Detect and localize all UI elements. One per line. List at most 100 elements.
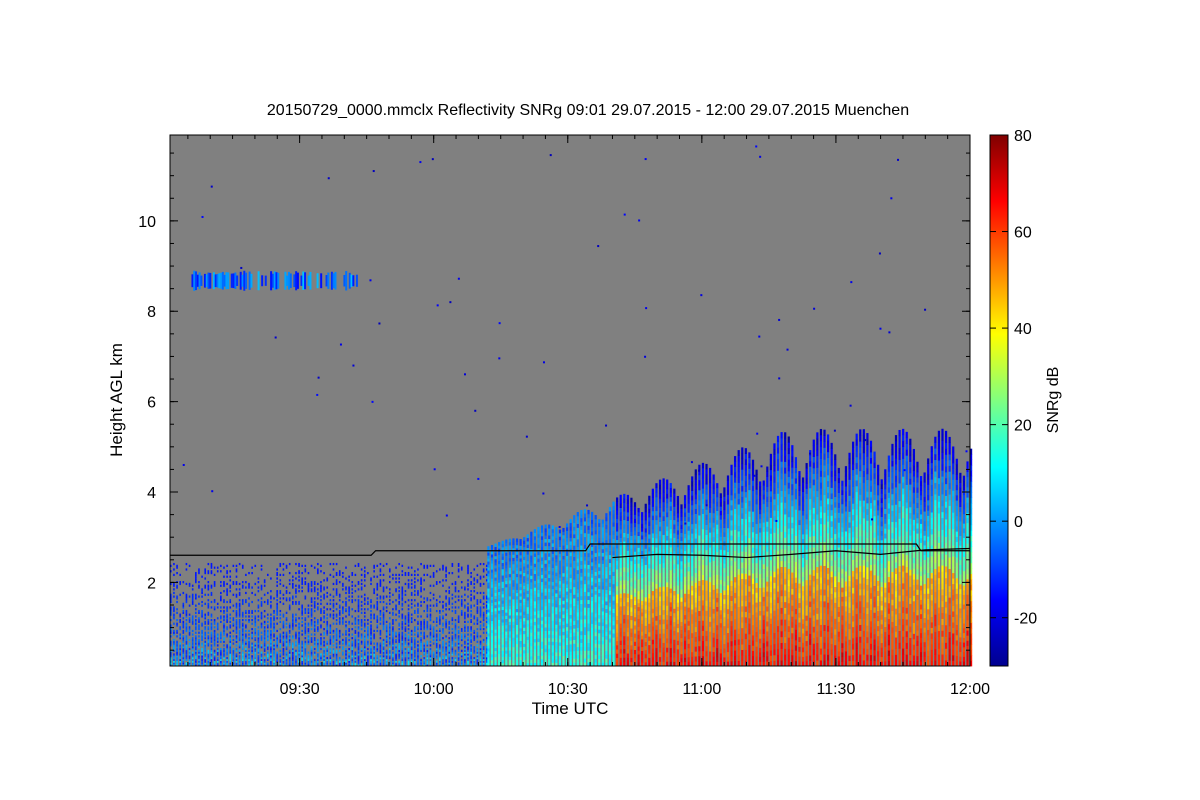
heatmap-cell <box>235 644 238 647</box>
heatmap-cell <box>426 664 429 667</box>
heatmap-cell <box>479 649 482 652</box>
heatmap-cell <box>392 629 394 633</box>
heatmap-cell <box>229 638 232 642</box>
heatmap-cell <box>345 624 347 627</box>
heatmap-cell <box>569 563 572 568</box>
heatmap-cell <box>623 631 626 637</box>
heatmap-cell <box>467 628 469 631</box>
heatmap-cell <box>485 573 488 577</box>
heatmap-cell <box>519 653 522 657</box>
heatmap-cell <box>235 662 238 665</box>
heatmap-cell <box>508 627 511 632</box>
heatmap-cell <box>519 593 522 597</box>
heatmap-cell <box>232 609 235 613</box>
heatmap-cell <box>342 619 344 622</box>
heatmap-cell <box>598 544 601 549</box>
heatmap-cell <box>551 599 554 604</box>
heatmap-cell <box>626 648 629 654</box>
heatmap-cell <box>213 653 216 656</box>
heatmap-cell <box>301 611 303 614</box>
heatmap-cell <box>201 624 203 627</box>
heatmap-cell <box>598 577 601 582</box>
heatmap-cell <box>460 664 463 667</box>
heatmap-cell <box>498 635 501 639</box>
heatmap-cell <box>470 615 472 618</box>
heatmap-cell <box>548 612 551 617</box>
heatmap-cell <box>382 644 385 647</box>
heatmap-cell <box>292 656 294 660</box>
heatmap-cell <box>515 602 519 606</box>
heatmap-cell <box>401 664 404 667</box>
heatmap-cell <box>270 664 272 667</box>
heatmap-cell <box>482 562 485 566</box>
heatmap-cell <box>207 631 210 634</box>
heatmap-cell <box>548 559 551 564</box>
heatmap-cell <box>238 622 241 625</box>
heatmap-cell <box>335 651 338 654</box>
heatmap-cell <box>601 647 604 652</box>
heatmap-cell <box>238 604 241 607</box>
heatmap-cell <box>605 646 608 652</box>
heatmap-cell <box>198 619 200 622</box>
heatmap-cell <box>210 628 213 631</box>
heatmap-cell <box>317 606 319 609</box>
heatmap-cell <box>179 620 181 624</box>
heatmap-cell <box>213 664 216 667</box>
heatmap-cell <box>417 635 419 638</box>
heatmap-cell <box>191 622 194 625</box>
heatmap-cell <box>505 624 508 629</box>
heatmap-cell <box>633 539 637 544</box>
heatmap-cell <box>295 624 297 627</box>
heatmap-cell <box>401 653 404 656</box>
heatmap-cell <box>345 609 347 613</box>
heatmap-cell <box>304 611 307 614</box>
heatmap-cell <box>637 543 640 548</box>
heatmap-cell <box>176 658 178 661</box>
heatmap-cell <box>235 656 238 660</box>
heatmap-cell <box>420 655 422 658</box>
heatmap-cell <box>598 658 601 663</box>
heatmap-cell <box>551 637 554 642</box>
heatmap-cell <box>338 620 341 624</box>
heatmap-cell <box>442 579 444 582</box>
heatmap-cell <box>540 616 544 621</box>
heatmap-cell <box>407 608 410 611</box>
heatmap-cell <box>360 655 363 658</box>
heatmap-cell <box>251 631 253 634</box>
heatmap-cell <box>273 662 275 665</box>
heatmap-cell <box>404 573 407 577</box>
heatmap-cell <box>210 566 213 569</box>
heatmap-cell <box>304 619 307 622</box>
heatmap-cell <box>295 588 297 591</box>
heatmap-cell <box>223 615 225 618</box>
heatmap-cell <box>220 272 223 289</box>
heatmap-cell <box>544 563 547 568</box>
heatmap-cell <box>329 562 332 566</box>
heatmap-cell <box>616 573 619 578</box>
heatmap-cell <box>201 635 203 638</box>
heatmap-cell <box>198 635 200 638</box>
heatmap-cell <box>555 662 558 667</box>
heatmap-cell <box>544 577 547 582</box>
heatmap-cell <box>379 619 382 622</box>
heatmap-cell <box>619 533 622 538</box>
heatmap-cell <box>363 615 366 618</box>
heatmap-cell <box>288 631 291 634</box>
heatmap-cell <box>248 655 250 658</box>
heatmap-cell <box>616 640 619 646</box>
heatmap-cell <box>273 629 275 633</box>
heatmap-cell <box>220 599 222 602</box>
heatmap-cell <box>335 573 338 577</box>
heatmap-cell <box>473 586 476 589</box>
heatmap-cell <box>476 599 479 602</box>
heatmap-cell <box>260 646 263 649</box>
heatmap-cell <box>404 572 407 575</box>
heatmap-cell <box>292 582 294 586</box>
heatmap-cell <box>479 620 482 624</box>
heatmap-cell <box>392 653 394 656</box>
heatmap-cell <box>482 570 485 573</box>
heatmap-cell <box>605 543 608 548</box>
heatmap-cell <box>583 626 587 632</box>
heatmap-cell <box>185 662 188 665</box>
heatmap-cell <box>392 660 394 663</box>
